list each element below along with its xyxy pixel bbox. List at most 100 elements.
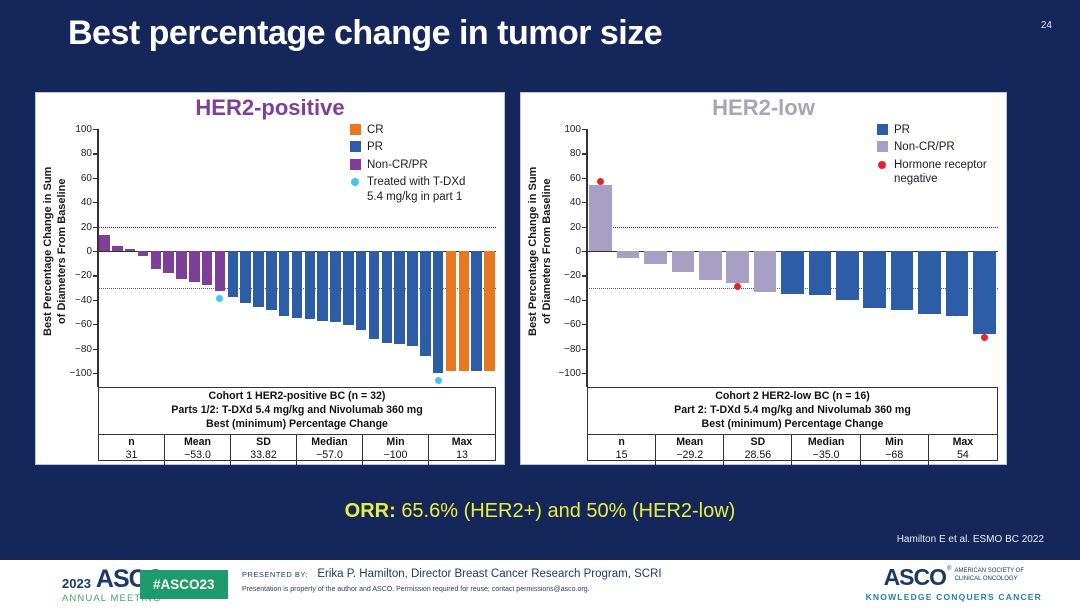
table-column-header: Max: [451, 435, 473, 448]
waterfall-bar: [471, 251, 482, 371]
legend-item: Non-CR/PR: [877, 140, 987, 154]
y-tick-mark: [93, 177, 98, 179]
waterfall-bar: [368, 251, 380, 339]
table-stats-row: n 31 Mean −53.0 SD 33.82 Median −57.0 Min −100 Max…: [99, 434, 495, 465]
legend-label-line: 5.4 mg/kg in part 1: [367, 190, 463, 203]
waterfall-bar: [407, 251, 418, 347]
table-column-header: Mean: [183, 435, 212, 448]
legend-dot-swatch: [878, 160, 886, 169]
table-column-header: Median: [311, 435, 348, 448]
orr-label: ORR:: [344, 500, 396, 522]
legend-label: Non-CR/PR: [367, 158, 428, 172]
legend-label: Non-CR/PR: [894, 140, 955, 154]
waterfall-bar: [671, 251, 695, 272]
waterfall-bar: [266, 251, 277, 310]
y-tick-label: 100: [564, 124, 581, 135]
waterfall-bar: [458, 251, 470, 371]
table-title-line: Best (minimum) Percentage Change: [701, 417, 884, 430]
y-tick-label: −20: [75, 270, 92, 282]
her2-positive-stats-table: Cohort 1 HER2-positive BC (n = 32) Parts …: [98, 387, 496, 465]
legend-item: CR: [350, 123, 465, 137]
presented-by-label: PRESENTED BY:: [242, 570, 309, 579]
waterfall-bar: [150, 251, 162, 270]
table-value: 31: [125, 448, 138, 461]
legend-item: Hormone receptor negative: [877, 158, 987, 187]
y-tick-label: 80: [569, 148, 581, 160]
y-tick-label: −100: [69, 368, 92, 379]
y-tick-label: 40: [569, 197, 581, 209]
waterfall-bar: [808, 251, 832, 295]
table-value: −53.0: [184, 448, 211, 461]
legend-label-line: Hormone receptor: [894, 158, 987, 171]
table-value: −29.2: [676, 448, 704, 461]
legend-label: PR: [894, 123, 910, 137]
orr-summary: ORR: 65.6% (HER2+) and 50% (HER2-low): [0, 500, 1080, 523]
y-tick-label: 60: [569, 172, 581, 184]
waterfall-bar: [973, 251, 996, 334]
waterfall-bar: [317, 251, 328, 321]
y-tick-mark: [582, 129, 587, 131]
table-cell-min: Min −68: [861, 434, 929, 465]
y-tick-label: 0: [575, 246, 581, 257]
y-tick-label: −40: [564, 294, 581, 306]
her2-positive-chart-title: HER2-positive: [195, 95, 345, 120]
table-value: −57.0: [316, 448, 343, 461]
legend-square-swatch: [350, 124, 361, 135]
waterfall-bar: [176, 251, 187, 280]
y-tick-mark: [93, 153, 98, 155]
table-column-header: Min: [386, 435, 405, 448]
table-column-header: Mean: [676, 435, 704, 448]
legend-label: PR: [367, 140, 383, 154]
waterfall-bar: [918, 251, 941, 315]
legend-label-line: Non-CR/PR: [367, 158, 428, 171]
table-cell-mean: Mean −53.0: [165, 434, 231, 465]
y-tick-mark: [582, 251, 587, 253]
meeting-year: 2023: [62, 576, 91, 591]
waterfall-bar: [214, 251, 226, 292]
legend-label-line: PR: [894, 124, 910, 136]
y-tick-mark: [582, 373, 587, 375]
waterfall-bar: [394, 251, 405, 344]
y-tick-mark: [93, 324, 98, 326]
society-line1: AMERICAN SOCIETY OF: [954, 568, 1025, 574]
y-tick-mark: [582, 299, 587, 301]
her2-low-panel: HER2-low Best Percentage Change in Sum o…: [520, 92, 1007, 465]
chart-legend: CR PR Non-CR/PR Treated with T-DXd 5.4 mg/kg…: [350, 123, 465, 207]
y-tick-label: 100: [75, 124, 92, 135]
table-column-header: SD: [256, 435, 271, 448]
table-title-line: Cohort 2 HER2-low BC (n = 16): [715, 390, 870, 402]
table-cell-median: Median −35.0: [792, 434, 861, 465]
y-tick-label: −100: [558, 368, 581, 379]
table-value: 28.56: [744, 448, 772, 461]
page-title: Best percentage change in tumor size: [68, 14, 663, 52]
waterfall-bar: [726, 251, 749, 283]
marker-dot: [434, 376, 442, 384]
waterfall-bar: [201, 251, 213, 286]
y-tick-mark: [93, 251, 98, 253]
waterfall-bar: [890, 251, 914, 310]
y-axis-line: [97, 129, 99, 387]
permission-disclaimer: Presentation is property of the author a…: [242, 586, 590, 593]
legend-item: Treated with T-DXd 5.4 mg/kg in part 1: [350, 175, 465, 204]
table-column-header: Median: [807, 435, 845, 448]
y-tick-label: −20: [564, 270, 581, 282]
society-line2: CLINICAL ONCOLOGY: [954, 575, 1018, 582]
page-number: 24: [1040, 20, 1052, 31]
waterfall-bar: [111, 246, 123, 251]
table-column-header: SD: [750, 435, 766, 448]
legend-item: PR: [350, 140, 465, 154]
legend-label-line: CR: [367, 124, 384, 136]
presented-by-block: PRESENTED BY: Erika P. Hamilton, Directo…: [242, 568, 662, 593]
y-tick-label: 20: [80, 221, 92, 233]
y-tick-label: 40: [80, 197, 92, 209]
waterfall-bar: [445, 251, 457, 371]
y-tick-label: 60: [80, 172, 92, 184]
asco-society-logo: ASCO ® AMERICAN SOCIETY OF CLINICAL ONCO…: [866, 566, 1042, 603]
response-threshold-line: [587, 226, 998, 228]
waterfall-bar: [227, 251, 239, 298]
waterfall-bar: [836, 251, 859, 300]
table-stats-row: n 15 Mean −29.2 SD 28.56 Median −35.0 Min −68 Max 5…: [588, 434, 997, 465]
table-cell-mean: Mean −29.2: [656, 434, 725, 465]
table-cell-n: n 15: [588, 434, 657, 465]
waterfall-bar: [240, 251, 251, 304]
